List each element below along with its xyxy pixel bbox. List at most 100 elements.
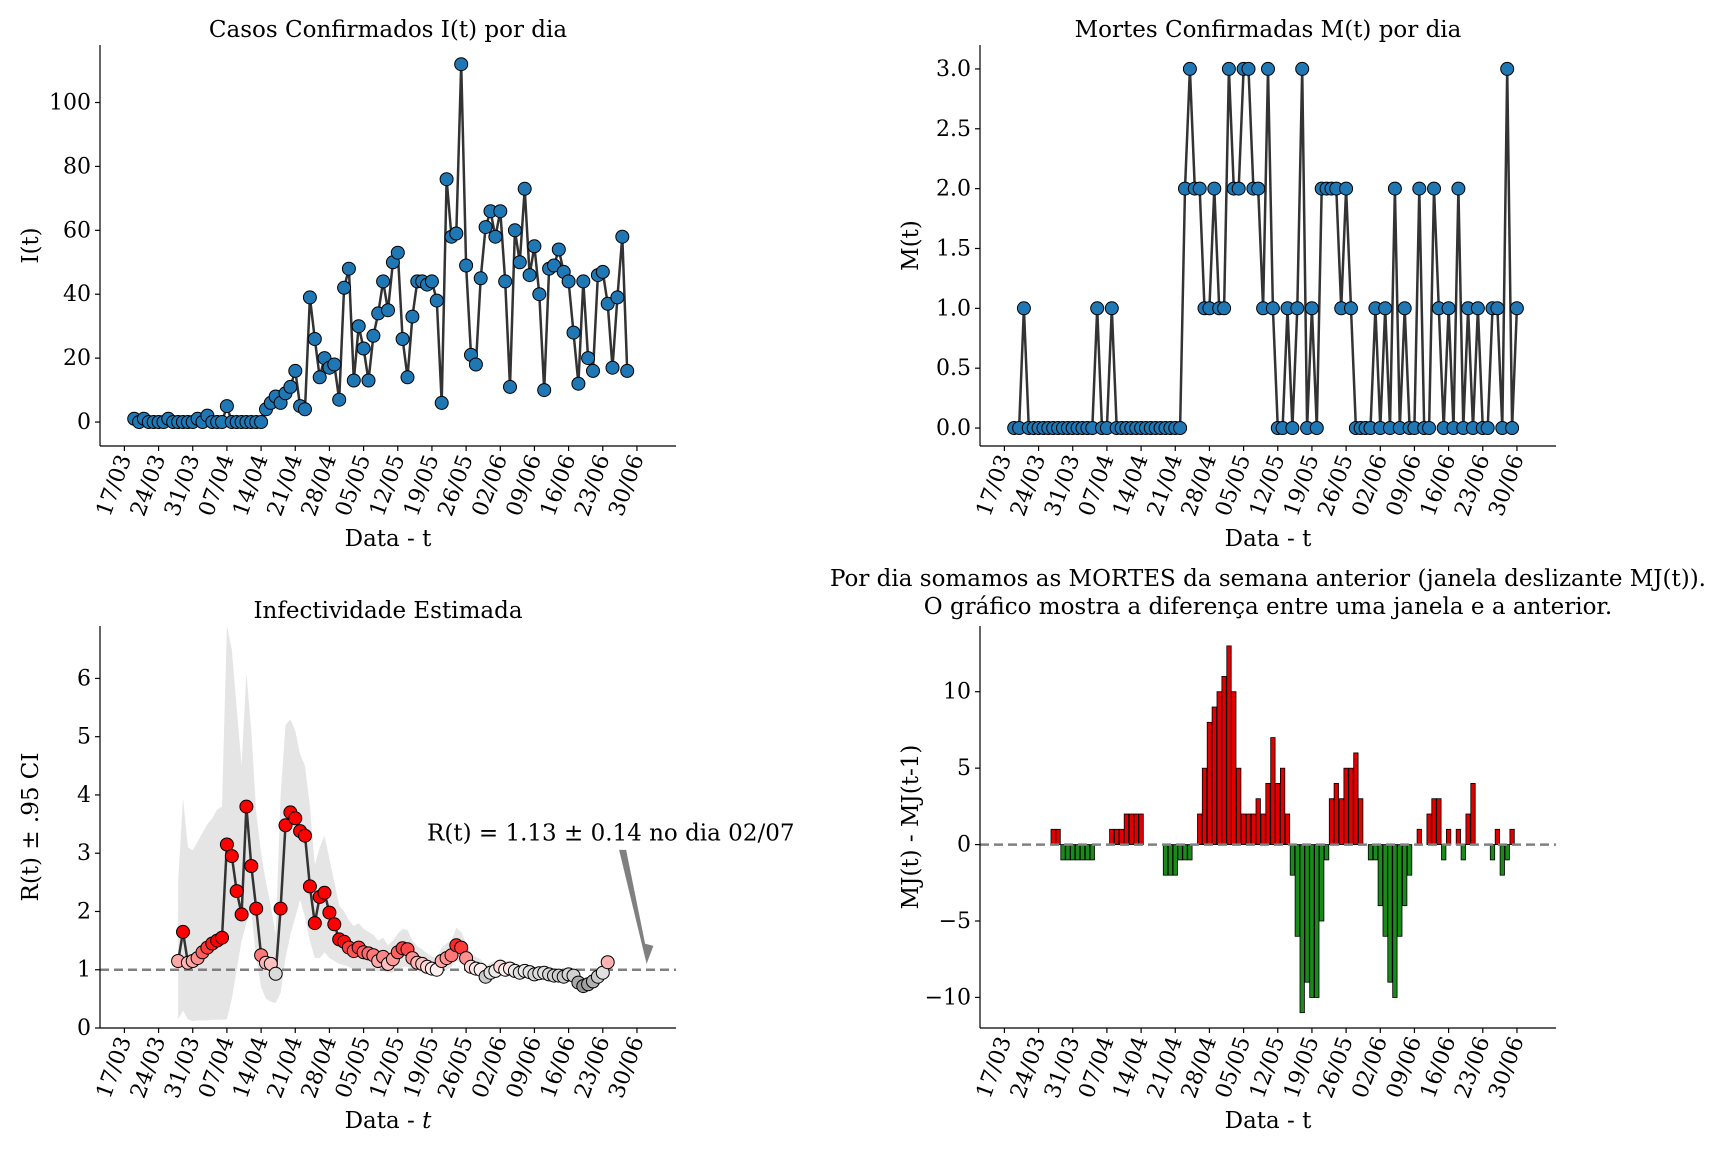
bar [1221,676,1227,845]
bar [1162,844,1169,876]
bar [1441,844,1447,861]
data-point [1509,301,1524,316]
annotation-error: 0.14 [583,820,642,846]
data-point [317,885,332,900]
bar [1314,844,1320,998]
bar [1060,844,1066,861]
x-axis-label: Data - t [345,526,433,552]
bar [1284,813,1291,846]
data-point [576,274,591,289]
data-point [381,303,395,318]
data-point [1490,301,1505,316]
data-point [268,966,283,981]
y-tick-label: 1.0 [936,296,971,321]
y-axis-label: R(t) ± .95 CI [18,753,44,902]
data-point [1241,61,1256,76]
bar [1197,813,1203,846]
bar [1382,844,1388,937]
data-point [1378,301,1393,316]
data-point [366,328,381,343]
y-tick-label: 60 [63,218,91,243]
data-point [1397,301,1412,316]
data-point [498,274,513,289]
chart-title: Casos Confirmados I(t) por dia [209,17,567,43]
chart-title-line: O gráfico mostra a diferença entre uma j… [924,594,1612,620]
annotation-prefix: R(t) = [427,820,505,846]
y-tick-label: 4 [77,783,91,808]
y-tick-label: 100 [49,91,91,116]
data-point [346,373,361,388]
data-point [249,901,264,916]
bar [1065,844,1071,861]
annotation-text: R(t) = 1.13 ± 0.14 no dia 02/07 [427,820,794,846]
bar [1465,813,1471,846]
y-axis-label: M(t) [898,220,924,271]
data-point [278,818,293,833]
y-tick-label: 2 [77,899,91,924]
bar [1079,844,1086,861]
bar [1114,828,1120,845]
bar [1050,828,1056,845]
bar [1499,844,1505,876]
y-tick-label: 0 [77,410,91,435]
data-point [298,828,312,843]
data-point [176,924,190,939]
data-point [1016,301,1031,316]
data-point [1290,301,1305,316]
data-point [302,290,317,305]
data-point [327,917,342,932]
annotation-pm: ± [557,820,584,846]
data-point [600,955,615,970]
chart-title: Infectividade Estimada [253,598,522,624]
y-tick-label: 0 [957,833,971,858]
data-point [361,373,376,388]
data-point [1104,301,1119,316]
bar [1109,828,1115,845]
data-point [1427,181,1441,196]
data-point [547,258,561,273]
bar [1294,844,1300,937]
data-point [1090,301,1105,316]
bar [1455,828,1461,845]
data-point [434,395,449,410]
data-point [478,220,493,235]
data-point [581,351,596,366]
bar [1236,767,1242,846]
data-point [219,837,234,852]
data-point [517,181,532,196]
data-point [1470,301,1485,316]
data-point [493,204,508,219]
data-point [283,379,298,394]
bar [1324,844,1330,861]
data-point [439,172,454,187]
data-point [1387,181,1402,196]
bar [1289,844,1295,876]
bar [1133,813,1139,846]
y-tick-label: 0.0 [936,416,971,441]
bar [1416,828,1422,845]
bar [1309,844,1315,998]
data-point [219,399,234,414]
data-point [254,415,269,429]
data-point [405,309,420,324]
bar [1250,813,1256,846]
chart-weekly-death-diff: Por dia somamos as MORTES da semana ante… [830,566,1706,1134]
y-tick-label: −5 [939,909,971,934]
data-point [454,57,469,72]
data-point [1261,61,1275,76]
data-point [473,271,488,286]
bar [1138,813,1144,846]
data-point [337,280,352,295]
data-point [239,799,254,814]
chart-title: Mortes Confirmadas M(t) por dia [1075,17,1462,43]
bar [1226,645,1232,846]
bar [1089,844,1095,861]
bar [1084,844,1090,861]
bar [1206,721,1212,845]
data-point [1173,421,1188,435]
data-point [341,261,356,276]
data-point [512,255,527,270]
bar [1123,813,1129,846]
data-point [503,379,517,394]
bar [1231,691,1237,846]
